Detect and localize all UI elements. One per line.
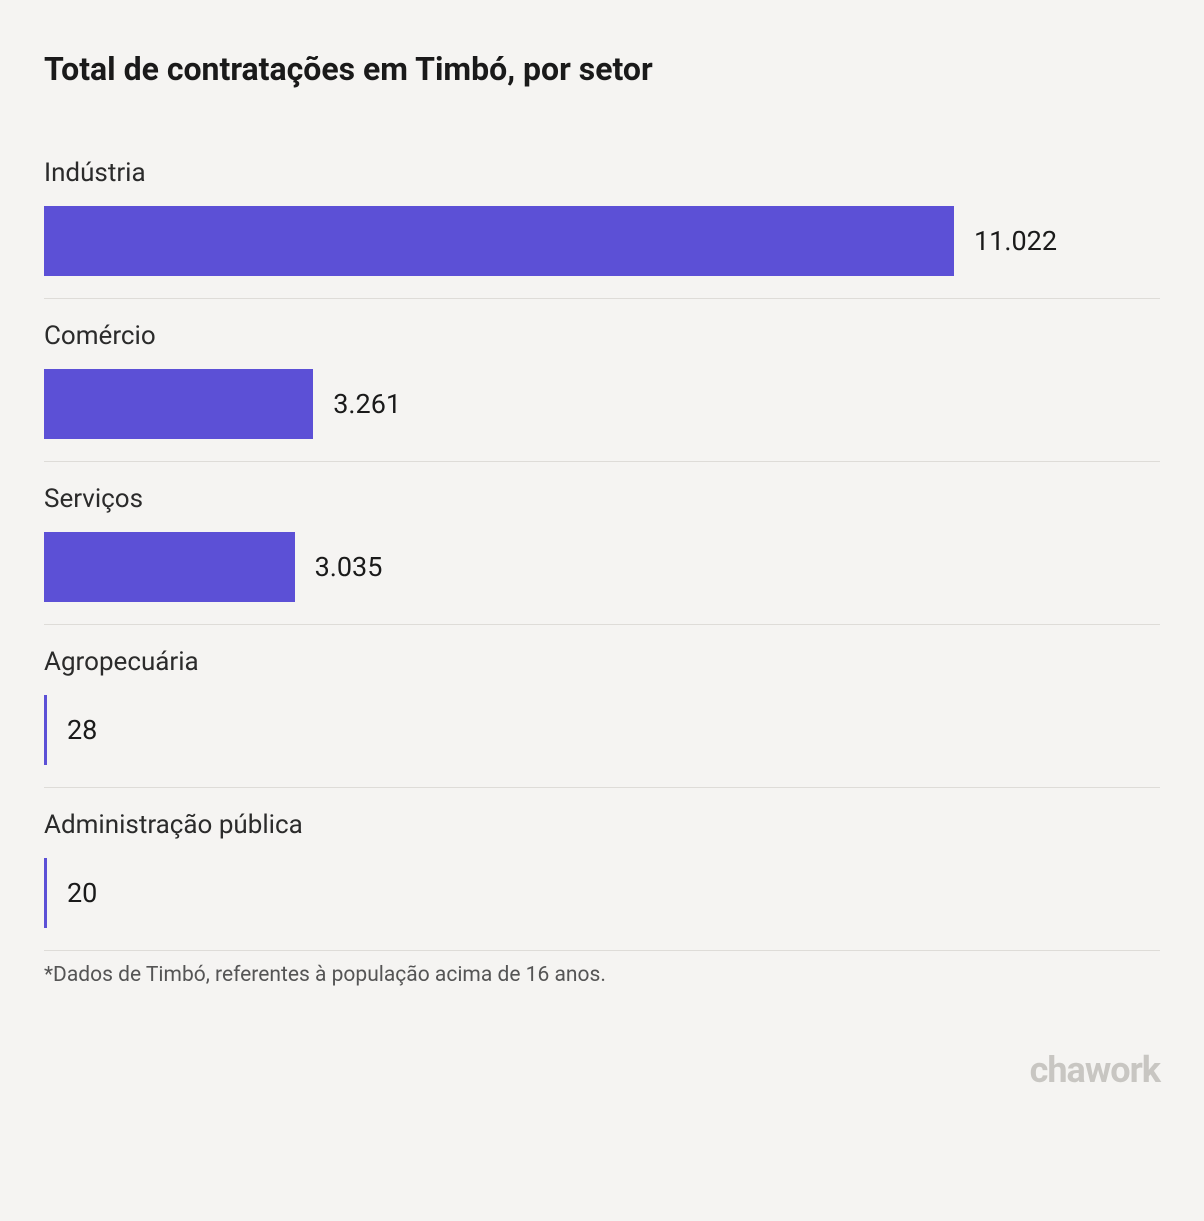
bar-fill bbox=[44, 858, 47, 928]
brand-logo: chawork bbox=[1030, 1049, 1160, 1091]
chart-footnote: *Dados de Timbó, referentes à população … bbox=[44, 963, 1160, 987]
bar-value: 11.022 bbox=[974, 225, 1057, 257]
bar-label: Agropecuária bbox=[44, 647, 1160, 677]
bar-row: Serviços 3.035 bbox=[44, 484, 1160, 625]
bar-fill bbox=[44, 206, 954, 276]
bar-value: 3.035 bbox=[315, 551, 383, 583]
bar-row: Agropecuária 28 bbox=[44, 647, 1160, 788]
bar-track: 3.261 bbox=[44, 369, 1160, 439]
bar-fill bbox=[44, 369, 313, 439]
bar-track: 28 bbox=[44, 695, 1160, 765]
bar-value: 28 bbox=[67, 714, 97, 746]
bar-label: Administração pública bbox=[44, 810, 1160, 840]
bar-label: Indústria bbox=[44, 158, 1160, 188]
chart-title: Total de contratações em Timbó, por seto… bbox=[44, 50, 1160, 88]
bar-label: Serviços bbox=[44, 484, 1160, 514]
bar-track: 11.022 bbox=[44, 206, 1160, 276]
bar-label: Comércio bbox=[44, 321, 1160, 351]
bar-fill bbox=[44, 695, 47, 765]
bars-container: Indústria 11.022 Comércio 3.261 Serviços 3.03… bbox=[44, 158, 1160, 951]
bar-row: Administração pública 20 bbox=[44, 810, 1160, 951]
bar-track: 20 bbox=[44, 858, 1160, 928]
bar-row: Comércio 3.261 bbox=[44, 321, 1160, 462]
bar-value: 20 bbox=[67, 877, 97, 909]
bar-row: Indústria 11.022 bbox=[44, 158, 1160, 299]
bar-value: 3.261 bbox=[333, 388, 401, 420]
bar-fill bbox=[44, 532, 295, 602]
bar-track: 3.035 bbox=[44, 532, 1160, 602]
